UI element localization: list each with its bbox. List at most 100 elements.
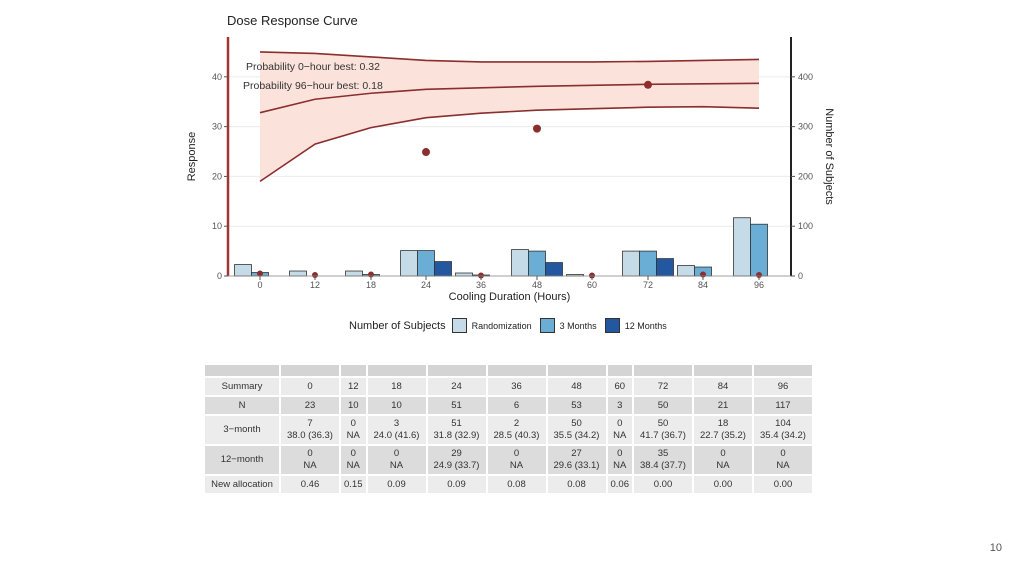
table-cell: 48 [547, 378, 606, 395]
table-cell: 0 NA [754, 446, 812, 474]
row-label: N [205, 397, 279, 414]
x-tick-label: 72 [643, 280, 653, 290]
header-cell [427, 365, 486, 376]
legend-item-randomization: Randomization [451, 318, 532, 333]
cell-line: NA [776, 460, 790, 471]
bar [400, 250, 418, 277]
table-cell: 0 NA [487, 446, 546, 474]
legend-swatch [451, 318, 467, 333]
table-cell: 35 38.4 (37.7) [634, 446, 692, 474]
cell-line: 104 [775, 418, 791, 429]
table-cell: 0 NA [607, 446, 632, 474]
curve-upper [259, 51, 760, 63]
cell-line: NA [346, 430, 360, 441]
table-cell: 50 41.7 (36.7) [634, 416, 692, 444]
table-cell: 3 [607, 397, 632, 414]
data-point [589, 272, 595, 279]
cell-line: NA [613, 460, 627, 471]
y-tick-label: 20 [212, 171, 222, 181]
data-point [756, 272, 762, 279]
cell-line: NA [389, 460, 404, 471]
table-cell: 29 24.9 (33.7) [427, 446, 486, 474]
y2-tick-label: 300 [798, 122, 813, 132]
table-cell: 12 [341, 378, 366, 395]
x-axis-label: Cooling Duration (Hours) [449, 291, 571, 303]
row-label: Summary [205, 378, 279, 395]
table-cell: 3 24.0 (41.6) [367, 416, 426, 444]
data-point [312, 272, 318, 279]
legend-title: Number of Subjects [349, 319, 446, 332]
x-tick-label: 48 [532, 280, 542, 290]
table-cell: 18 [367, 378, 426, 395]
cell-line: 0 [350, 418, 356, 429]
header-cell [607, 365, 632, 376]
table-row: N 23 10 10 51 6 53 3 50 21 117 [205, 397, 812, 414]
table-cell: 0.00 [694, 476, 752, 493]
cell-line: 0 [780, 448, 786, 459]
row-label: 12−month [205, 446, 279, 474]
cell-line: 3 [393, 418, 400, 429]
table-cell: 0.08 [547, 476, 606, 493]
header-cell [547, 365, 606, 376]
table-row: 3−month 7 38.0 (36.3) 0 NA 3 24.0 (41.6) 51 31.8… [205, 416, 812, 444]
table-cell: 2 28.5 (40.3) [487, 416, 546, 444]
y-tick-label: 40 [212, 72, 222, 82]
y2-tick-label: 400 [798, 72, 813, 82]
cell-line: 7 [307, 418, 313, 429]
bar [639, 250, 657, 277]
table-cell: 51 [427, 397, 486, 414]
legend-item-12-months: 12 Months [604, 318, 667, 333]
table-cell: 23 [281, 397, 339, 414]
table-cell: 0 NA [341, 446, 366, 474]
cell-line: NA [303, 460, 317, 471]
cell-line: 0 [617, 418, 623, 429]
legend-swatch [539, 318, 555, 333]
y-tick-label: 30 [212, 122, 222, 132]
x-tick-label: 96 [754, 280, 764, 290]
y-tick-label: 10 [212, 221, 222, 231]
table-cell: 0 NA [341, 416, 366, 444]
bar [434, 261, 452, 277]
table-cell: 51 31.8 (32.9) [427, 416, 486, 444]
bar [545, 262, 563, 277]
bar [417, 250, 435, 277]
header-cell [754, 365, 812, 376]
table-cell: 96 [754, 378, 812, 395]
table-cell: 18 22.7 (35.2) [694, 416, 752, 444]
row-label: New allocation [205, 476, 279, 493]
header-cell [341, 365, 366, 376]
data-point [644, 80, 652, 89]
data-point [422, 148, 430, 157]
data-point [533, 124, 541, 133]
cell-line: 51 [451, 418, 462, 429]
x-tick-label: 18 [366, 280, 376, 290]
cell-line: 0 [350, 448, 356, 459]
summary-table: Summary 0 12 18 24 36 48 60 72 84 96 N 23 10 10 51 6 53 3 5… [203, 363, 814, 495]
cell-line: NA [346, 460, 360, 471]
cell-line: 38.0 (36.3) [287, 430, 333, 441]
table-cell: 10 [367, 397, 426, 414]
table-cell: 0.00 [754, 476, 812, 493]
header-cell [281, 365, 339, 376]
annotation-0-hour: Probability 0−hour best: 0.32 [246, 61, 380, 73]
header-cell [205, 365, 279, 376]
legend-item-3-months: 3 Months [539, 318, 597, 333]
cell-line: 50 [571, 418, 582, 429]
table-cell: 0.08 [487, 476, 546, 493]
cell-line: 2 [513, 418, 520, 429]
bar [345, 270, 363, 277]
bar [528, 250, 546, 277]
table-cell: 0 NA [367, 446, 426, 474]
table-header-row [205, 365, 812, 376]
bar [289, 270, 307, 277]
table-row: Summary 0 12 18 24 36 48 60 72 84 96 [205, 378, 812, 395]
cell-line: 35 [657, 448, 669, 459]
cell-line: 29.6 (33.1) [553, 460, 600, 471]
row-label: 3−month [205, 416, 279, 444]
curve-lower [259, 105, 760, 183]
table-cell: 0.09 [367, 476, 426, 493]
cell-line: 18 [717, 418, 729, 429]
y-axis-label: Response [186, 132, 198, 182]
bar [750, 223, 768, 277]
